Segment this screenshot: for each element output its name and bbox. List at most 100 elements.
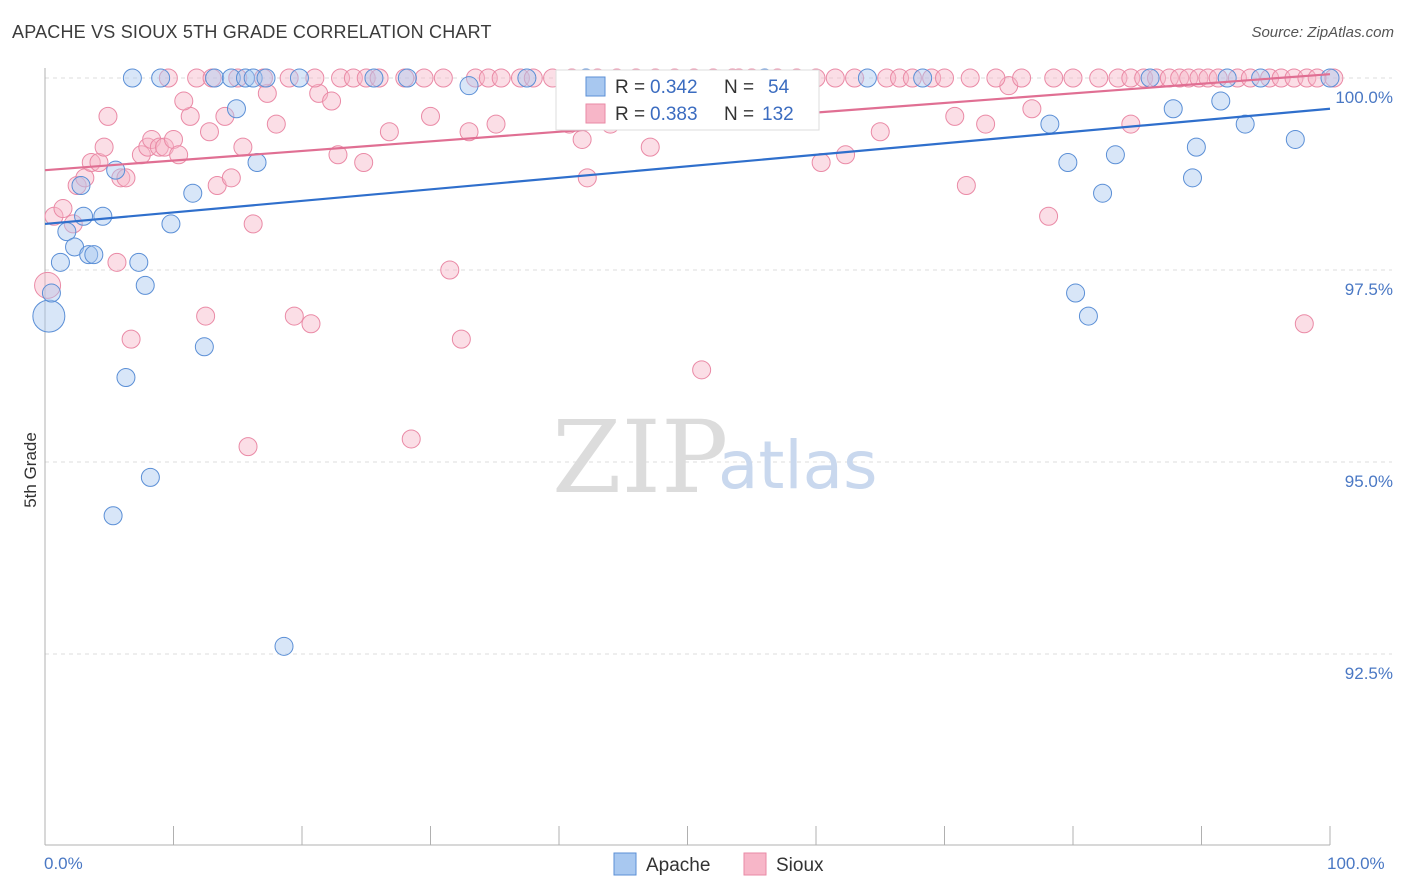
sioux-point bbox=[238, 437, 258, 457]
apache-point bbox=[235, 68, 255, 88]
sioux-point bbox=[960, 68, 980, 88]
sioux-point bbox=[266, 114, 286, 134]
sioux-point bbox=[1294, 314, 1314, 334]
sioux-point bbox=[257, 83, 277, 103]
apache-point bbox=[151, 68, 171, 88]
sioux-point bbox=[935, 68, 954, 88]
legend-sioux-r-label: R = bbox=[615, 104, 645, 125]
apache-point bbox=[194, 337, 214, 357]
apache-point bbox=[1066, 283, 1086, 303]
apache-point bbox=[93, 206, 113, 226]
y-tick-label: 100.0% bbox=[1335, 88, 1393, 107]
sioux-point bbox=[174, 91, 194, 111]
sioux-point bbox=[640, 137, 660, 157]
sioux-point bbox=[486, 114, 506, 134]
legend-apache-n-label: N = bbox=[724, 77, 754, 98]
series-apache-points bbox=[32, 68, 1340, 656]
sioux-point bbox=[284, 306, 304, 326]
apache-point bbox=[41, 283, 61, 303]
sioux-point bbox=[976, 114, 996, 134]
apache-point bbox=[103, 506, 123, 526]
apache-point bbox=[397, 68, 417, 88]
apache-point bbox=[1217, 68, 1237, 88]
sioux-point bbox=[164, 129, 183, 149]
y-tick-labels: 100.0% 97.5% 95.0% 92.5% bbox=[1335, 88, 1393, 683]
sioux-point bbox=[116, 168, 136, 188]
apache-point bbox=[1211, 91, 1231, 111]
apache-point bbox=[364, 68, 384, 88]
apache-point bbox=[857, 68, 877, 88]
series-legend: Apache Sioux bbox=[613, 852, 824, 876]
y-tick-label: 97.5% bbox=[1345, 280, 1393, 299]
sioux-point bbox=[870, 122, 890, 142]
sioux-point bbox=[1022, 99, 1042, 119]
apache-point bbox=[1186, 137, 1206, 157]
sioux-point bbox=[243, 214, 263, 234]
apache-point bbox=[50, 252, 70, 272]
sioux-point bbox=[233, 137, 253, 157]
sioux-point bbox=[221, 168, 241, 188]
bottom-legend-apache-swatch bbox=[613, 852, 637, 876]
sioux-point bbox=[945, 106, 965, 126]
sioux-point bbox=[451, 329, 471, 349]
sioux-point bbox=[301, 314, 321, 334]
sioux-point bbox=[228, 68, 248, 88]
bottom-legend-sioux-label: Sioux bbox=[776, 855, 824, 876]
apache-point bbox=[274, 636, 294, 656]
sioux-point bbox=[440, 260, 460, 280]
legend-apache-swatch bbox=[585, 76, 606, 97]
apache-point bbox=[1320, 68, 1340, 88]
sioux-point bbox=[523, 68, 543, 88]
legend-sioux-swatch bbox=[585, 103, 606, 124]
y-axis-title: 5th Grade bbox=[21, 432, 40, 508]
apache-point bbox=[74, 206, 94, 226]
sioux-point bbox=[158, 68, 178, 88]
apache-point bbox=[71, 176, 91, 196]
sioux-point bbox=[1240, 68, 1260, 88]
sioux-point bbox=[433, 68, 453, 88]
apache-point bbox=[32, 299, 66, 333]
chart-title: APACHE VS SIOUX 5TH GRADE CORRELATION CH… bbox=[12, 22, 492, 42]
apache-point bbox=[226, 99, 246, 119]
sioux-point bbox=[121, 329, 141, 349]
sioux-point bbox=[1063, 68, 1083, 88]
sioux-point bbox=[1044, 68, 1064, 88]
sioux-point bbox=[328, 145, 348, 165]
sioux-point bbox=[305, 68, 325, 88]
apache-point bbox=[84, 245, 104, 265]
legend-apache-r-value: 0.342 bbox=[650, 77, 698, 98]
apache-point bbox=[289, 68, 309, 88]
sioux-point bbox=[63, 214, 83, 234]
apache-point bbox=[1105, 145, 1125, 165]
sioux-point bbox=[1121, 114, 1141, 134]
apache-point bbox=[913, 68, 933, 88]
apache-point bbox=[140, 467, 160, 487]
apache-point bbox=[247, 152, 267, 172]
x-tick-label-min: 0.0% bbox=[44, 854, 83, 873]
apache-point bbox=[1183, 168, 1203, 188]
sioux-point bbox=[107, 252, 127, 272]
sioux-point bbox=[836, 145, 856, 165]
sioux-point bbox=[572, 129, 592, 149]
y-tick-label: 95.0% bbox=[1345, 472, 1393, 491]
sioux-point bbox=[279, 68, 299, 88]
sioux-point bbox=[401, 429, 421, 449]
sioux-point bbox=[322, 91, 342, 111]
apache-point bbox=[1285, 129, 1305, 149]
watermark-atlas: atlas bbox=[718, 427, 878, 504]
apache-point bbox=[161, 214, 181, 234]
legend-sioux-r-value: 0.383 bbox=[650, 104, 698, 125]
apache-point bbox=[122, 68, 142, 88]
x-tick-label-max: 100.0% bbox=[1327, 854, 1385, 873]
legend-apache-n-value: 54 bbox=[768, 77, 790, 98]
x-axis-ticks bbox=[44, 826, 1331, 845]
apache-point bbox=[1058, 152, 1078, 172]
sioux-point bbox=[811, 152, 831, 172]
apache-point bbox=[1093, 183, 1113, 203]
sioux-point bbox=[902, 68, 922, 88]
y-tick-label: 92.5% bbox=[1345, 664, 1393, 683]
bottom-legend-apache-label: Apache bbox=[646, 855, 710, 876]
sioux-point bbox=[199, 122, 219, 142]
apache-point bbox=[517, 68, 537, 88]
apache-trend-line bbox=[44, 107, 1331, 226]
